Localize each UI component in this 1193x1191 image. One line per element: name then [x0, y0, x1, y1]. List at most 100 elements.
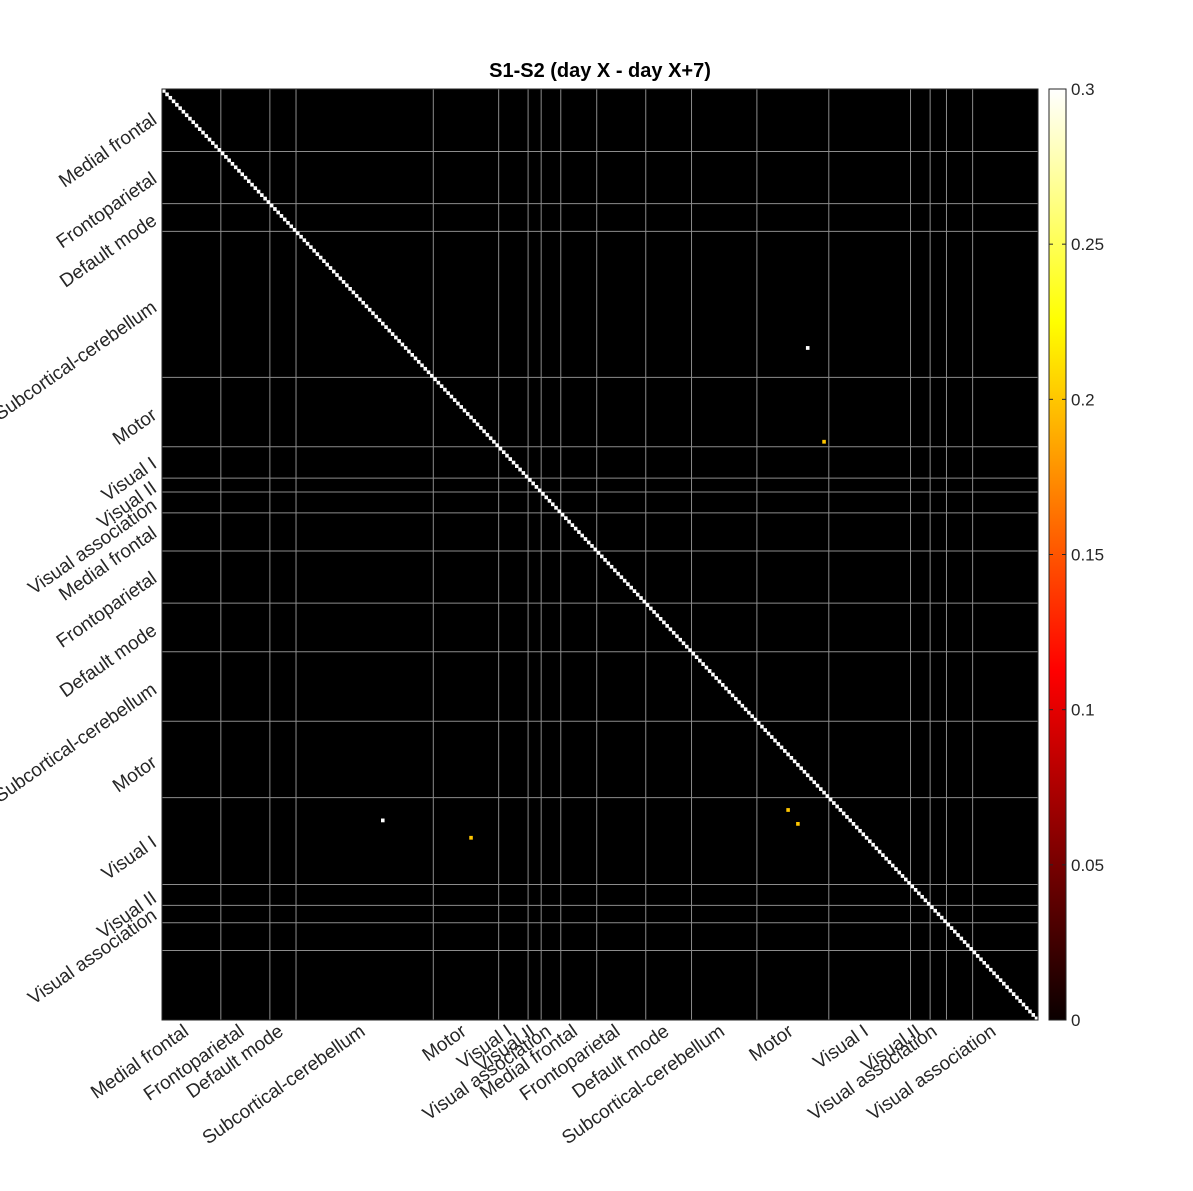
diagonal-cell — [717, 679, 722, 684]
diagonal-cell — [237, 168, 241, 173]
diagonal-cell — [217, 148, 222, 152]
diagonal-cell — [524, 474, 529, 479]
diagonal-cell — [462, 408, 467, 413]
diagonal-cell — [230, 161, 235, 166]
diagonal-cell — [819, 787, 823, 792]
diagonal-cell — [397, 339, 401, 343]
diagonal-cell — [495, 443, 499, 448]
diagonal-cell — [740, 703, 745, 708]
diagonal-cell — [390, 332, 395, 336]
diagonal-cell — [871, 842, 875, 847]
colorbar-label: 0.15 — [1071, 546, 1104, 565]
diagonal-cell — [511, 460, 516, 465]
network-grid-lines — [162, 89, 1038, 1020]
diagonal-cell — [472, 419, 477, 423]
diagonal-cell — [171, 99, 176, 104]
y-tick-label: Visual I — [98, 832, 161, 885]
diagonal-cell — [966, 943, 970, 948]
diagonal-cell — [348, 287, 352, 291]
diagonal-cell — [269, 203, 274, 208]
diagonal-cell — [946, 922, 951, 927]
diagonal-cell — [649, 606, 653, 611]
diagonal-cell — [322, 259, 326, 263]
y-tick-label: Subcortical-cerebellum — [0, 679, 161, 807]
diagonal-cell — [861, 832, 866, 837]
diagonal-cell — [364, 304, 369, 309]
diagonal-cell — [711, 672, 715, 677]
diagonal-cell — [547, 498, 552, 503]
diagonal-cell — [341, 280, 346, 284]
diagonal-cell — [988, 967, 993, 972]
diagonal-cell — [162, 89, 166, 93]
diagonal-cell — [923, 898, 928, 903]
diagonal-cell — [1008, 988, 1013, 993]
diagonal-cell — [956, 933, 960, 937]
diagonal-cell — [312, 248, 316, 253]
diagonal-cell — [613, 568, 617, 573]
diagonal-cell — [479, 425, 483, 430]
diagonal-cell — [642, 599, 647, 604]
diagonal-cell — [812, 780, 817, 785]
diagonal-cell — [367, 307, 372, 312]
diagonal-cell — [734, 696, 738, 701]
diagonal-cell — [953, 929, 957, 934]
diagonal-cell — [168, 95, 173, 100]
diagonal-cell — [305, 241, 310, 246]
diagonal-cell — [897, 870, 902, 875]
diagonal-cell — [246, 179, 251, 184]
diagonal-cell — [178, 106, 182, 111]
diagonal-cell — [446, 391, 450, 396]
diagonal-cell — [884, 856, 888, 861]
diagonal-cell — [760, 724, 764, 729]
diagonal-cell — [426, 370, 431, 375]
diagonal-cell — [371, 311, 375, 316]
diagonal-cell — [233, 165, 238, 170]
diagonal-cell — [583, 537, 588, 541]
diagonal-cell — [881, 853, 885, 858]
diagonal-cell — [828, 797, 833, 802]
diagonal-cell — [603, 557, 607, 562]
diagonal-cell — [1021, 1002, 1026, 1007]
diagonal-cell — [554, 505, 558, 510]
diagonal-cell — [407, 349, 411, 354]
diagonal-cell — [639, 596, 643, 600]
diagonal-cell — [580, 533, 584, 538]
diagonal-cell — [799, 766, 803, 771]
diagonal-cell — [286, 221, 290, 225]
diagonal-cell — [805, 773, 810, 778]
diagonal-cell — [452, 398, 457, 402]
diagonal-cell — [756, 721, 761, 726]
diagonal-cell — [750, 714, 754, 719]
diagonal-cell — [292, 227, 297, 232]
diagonal-cell — [822, 790, 826, 795]
diagonal-cell — [766, 731, 771, 736]
diagonal-cell — [224, 155, 228, 159]
diagonal-cell — [668, 627, 673, 632]
diagonal-cell — [377, 318, 382, 323]
diagonal-cell — [917, 891, 921, 896]
diagonal-cell — [600, 554, 604, 559]
diagonal-cell — [969, 947, 973, 951]
diagonal-cell — [874, 846, 879, 851]
diagonal-cell — [737, 700, 741, 705]
diagonal-cell — [266, 200, 271, 204]
diagonal-cell — [191, 120, 195, 125]
diagonal-cell — [1018, 999, 1022, 1003]
diagonal-cell — [289, 224, 294, 229]
diagonal-cell — [658, 617, 663, 621]
diagonal-cell — [243, 175, 248, 180]
diagonal-cell — [387, 328, 392, 333]
diagonal-cell — [933, 908, 937, 913]
diagonal-cell — [995, 974, 1000, 979]
highlighted-cell — [786, 808, 790, 812]
diagonal-cell — [279, 214, 284, 218]
colorbar-label: 0 — [1071, 1011, 1080, 1030]
diagonal-cell — [296, 231, 300, 236]
diagonal-cell — [573, 526, 578, 531]
diagonal-cell — [449, 394, 454, 399]
diagonal-cell — [802, 769, 807, 774]
diagonal-cell — [469, 415, 473, 420]
diagonal-cell — [564, 516, 568, 521]
diagonal-cell — [423, 366, 428, 371]
diagonal-cell — [1034, 1016, 1039, 1021]
